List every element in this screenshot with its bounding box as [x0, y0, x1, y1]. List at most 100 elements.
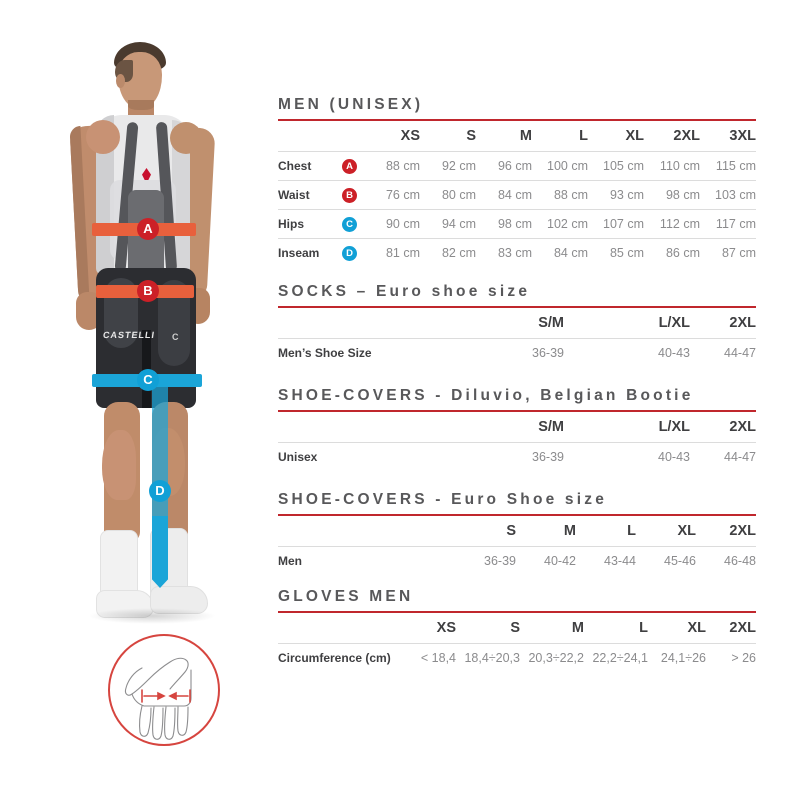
section-title-shoe-covers-diluvio: SHOE-COVERS - Diluvio, Belgian Bootie — [278, 387, 694, 404]
model-ear — [116, 74, 125, 88]
model-foot-left — [96, 590, 154, 618]
waist-2xl: 98 cm — [665, 188, 700, 202]
gloves-m: 20,3÷22,2 — [528, 651, 584, 665]
table-socks-header-row: S/M L/XL 2XL — [278, 308, 756, 339]
shoecovers-col-sm: S/M — [538, 419, 564, 435]
hips-xl: 107 cm — [603, 217, 644, 231]
shoeeuro-xl: 45-46 — [664, 554, 696, 568]
hand-icon — [124, 657, 192, 740]
section-men-unisex: MEN (UNISEX) XS S M L XL 2XL 3XL — [278, 96, 756, 267]
gloves-col-xs: XS — [436, 620, 456, 636]
marker-c: C — [137, 369, 159, 391]
table-gloves-header-row: XS S M L XL 2XL — [278, 613, 756, 644]
inseam-s: 82 cm — [441, 246, 476, 260]
table-row: Inseam D 81 cm 82 cm 83 cm 84 cm 85 cm 8… — [278, 238, 756, 268]
men-col-l: L — [579, 128, 588, 144]
badge-d: D — [342, 246, 357, 261]
waist-xs: 76 cm — [385, 188, 420, 202]
section-gloves-men: GLOVES MEN XS S M L XL 2XL Ci — [278, 588, 756, 672]
row-label-inseam: Inseam — [278, 246, 320, 260]
inseam-l: 84 cm — [553, 246, 588, 260]
badge-c: C — [342, 217, 357, 232]
gloves-l: 22,2÷24,1 — [592, 651, 648, 665]
hips-m: 98 cm — [497, 217, 532, 231]
row-label-circumference: Circumference (cm) — [278, 651, 391, 665]
model-calf-left — [102, 430, 136, 500]
chest-m: 96 cm — [497, 159, 532, 173]
castelli-scorpion-logo-icon — [142, 168, 151, 180]
waist-xl: 93 cm — [609, 188, 644, 202]
row-badge-waist: B — [340, 181, 364, 210]
inseam-2xl: 86 cm — [665, 246, 700, 260]
marker-b: B — [137, 280, 159, 302]
chest-2xl: 110 cm — [659, 159, 700, 173]
row-badge-inseam: D — [340, 239, 364, 268]
model-foot-right — [150, 586, 208, 614]
men-header-blank — [278, 121, 340, 152]
shoeeuro-col-l: L — [627, 523, 636, 539]
hips-xs: 90 cm — [385, 217, 420, 231]
section-rule-shoe-covers-euro — [278, 514, 756, 516]
model-shoulder-left — [86, 120, 120, 154]
model-shoulder-right — [170, 122, 202, 154]
waist-3xl: 103 cm — [715, 188, 756, 202]
shoeeuro-col-s: S — [506, 523, 516, 539]
men-header-badge-blank — [340, 121, 364, 152]
chest-xl: 105 cm — [603, 159, 644, 173]
table-row: Waist B 76 cm 80 cm 84 cm 88 cm 93 cm 98… — [278, 180, 756, 210]
table-row: Chest A 88 cm 92 cm 96 cm 100 cm 105 cm … — [278, 151, 756, 181]
socks-col-lxl: L/XL — [658, 315, 690, 331]
row-badge-hips: C — [340, 210, 364, 239]
gloves-header-blank — [278, 613, 398, 644]
shoeeuro-s: 36-39 — [484, 554, 516, 568]
section-title-men: MEN (UNISEX) — [278, 96, 424, 113]
shoecovers-col-2xl: 2XL — [729, 419, 756, 435]
chest-s: 92 cm — [441, 159, 476, 173]
hips-3xl: 117 cm — [715, 217, 756, 231]
shoeeuro-col-m: M — [563, 523, 576, 539]
marker-d: D — [149, 480, 171, 502]
row-label-mens-shoe-size: Men’s Shoe Size — [278, 346, 372, 360]
model-jersey-shade-right — [172, 120, 190, 275]
chest-xs: 88 cm — [385, 159, 420, 173]
row-label-waist: Waist — [278, 188, 310, 202]
shoecovers-header-blank — [278, 412, 438, 443]
section-socks: SOCKS – Euro shoe size S/M L/XL 2XL Men’… — [278, 283, 756, 367]
table-row: Unisex 36-39 40-43 44-47 — [278, 442, 756, 472]
gloves-col-m: M — [571, 620, 584, 636]
gloves-s: 18,4÷20,3 — [464, 651, 520, 665]
table-men-header-row: XS S M L XL 2XL 3XL — [278, 121, 756, 152]
model-photo-illustration: CASTELLI C A B C D — [0, 30, 270, 630]
shoeeuro-m: 40-42 — [544, 554, 576, 568]
badge-b: B — [342, 188, 357, 203]
shoecovers-col-lxl: L/XL — [658, 419, 690, 435]
waist-s: 80 cm — [441, 188, 476, 202]
men-col-s: S — [466, 128, 476, 144]
men-col-xl: XL — [625, 128, 644, 144]
hips-l: 102 cm — [547, 217, 588, 231]
shoeeuro-col-2xl: 2XL — [729, 523, 756, 539]
row-label-men: Men — [278, 554, 302, 568]
inseam-m: 83 cm — [497, 246, 532, 260]
socks-sm: 36-39 — [532, 346, 564, 360]
shoeeuro-2xl: 46-48 — [724, 554, 756, 568]
men-col-3xl: 3XL — [729, 128, 756, 144]
section-rule-gloves-men — [278, 611, 756, 613]
section-title-gloves-men: GLOVES MEN — [278, 588, 414, 605]
men-col-xs: XS — [400, 128, 420, 144]
socks-col-2xl: 2XL — [729, 315, 756, 331]
chest-l: 100 cm — [547, 159, 588, 173]
row-label-unisex: Unisex — [278, 450, 318, 464]
gloves-col-s: S — [510, 620, 520, 636]
table-gloves-men: XS S M L XL 2XL Circumference (cm) < 18,… — [278, 613, 756, 672]
gloves-col-2xl: 2XL — [729, 620, 756, 636]
figure-panel: CASTELLI C A B C D — [0, 0, 270, 800]
socks-lxl: 40-43 — [658, 346, 690, 360]
inseam-xs: 81 cm — [385, 246, 420, 260]
section-title-shoe-covers-euro: SHOE-COVERS - Euro Shoe size — [278, 491, 608, 508]
model-neck-shadow — [128, 100, 154, 110]
table-shoecovers-header-row: S/M L/XL 2XL — [278, 412, 756, 443]
hand-circumference-diagram — [108, 634, 224, 750]
waist-m: 84 cm — [497, 188, 532, 202]
gloves-col-l: L — [639, 620, 648, 636]
